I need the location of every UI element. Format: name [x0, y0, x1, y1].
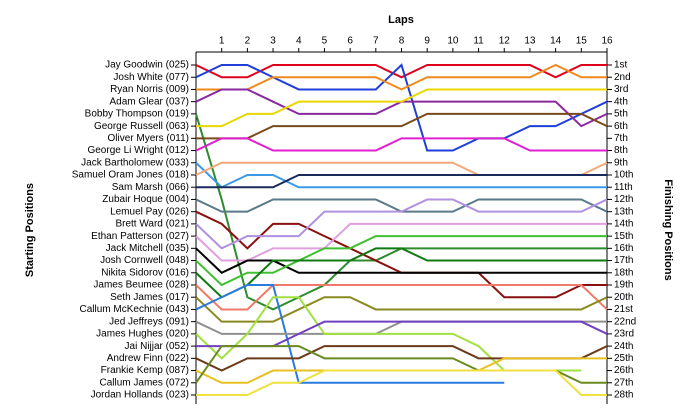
series-label: Adam Glear (037) [110, 96, 189, 107]
series-label: James Hughes (020) [96, 329, 189, 340]
x-tick-label: 10 [447, 36, 459, 47]
driver-line [195, 222, 607, 262]
driver-line [195, 320, 607, 335]
y2-tick-label: 7th [614, 133, 628, 144]
x-tick-label: 16 [601, 36, 613, 47]
y2-tick-label: 10th [614, 170, 633, 181]
driver-line [195, 198, 608, 213]
driver-line [195, 284, 505, 384]
x-tick-label: 1 [219, 36, 225, 47]
x-tick-label: 12 [499, 36, 511, 47]
x-tick-label: 14 [550, 36, 562, 47]
driver-line [196, 88, 607, 128]
y2-tick-label: 18th [614, 267, 633, 278]
series-label: Oliver Myers (011) [108, 133, 190, 144]
driver-line [195, 137, 607, 152]
y2-tick-label: 24th [614, 341, 633, 352]
series-label: James Beumee (028) [93, 280, 189, 291]
driver-line [196, 63, 607, 91]
driver-line [195, 162, 607, 189]
driver-line [196, 369, 607, 396]
y2-tick-label: 15th [614, 231, 633, 242]
y2-tick-label: 27th [614, 377, 633, 388]
y2-tick-label: 6th [614, 121, 628, 132]
y2-tick-label: 19th [614, 280, 633, 291]
series-label: Zubair Hoque (004) [102, 194, 189, 205]
x-tick-label: 3 [270, 36, 276, 47]
series-label: Seth James (017) [110, 292, 189, 303]
y2-tick-label: 11th [614, 182, 633, 193]
y2-tick-label: 5th [614, 109, 628, 120]
x-tick-label: 6 [347, 36, 353, 47]
series-label: Jai Nijjar (052) [125, 341, 189, 352]
y2-tick-label: 4th [614, 96, 628, 107]
series-label: Lemuel Pay (026) [110, 206, 189, 217]
driver-line [195, 247, 607, 299]
series-label: Andrew Finn (022) [107, 353, 189, 364]
driver-line [195, 88, 608, 128]
series-label: Jay Goodwin (025) [105, 60, 189, 71]
x-tick-label: 2 [245, 36, 251, 47]
x-tick-label: 13 [524, 36, 536, 47]
series-label: Samuel Oram Jones (018) [72, 170, 189, 181]
series-label: Callum McKechnie (043) [80, 304, 190, 315]
driver-line [195, 235, 607, 287]
y2-tick-label: 1st [614, 60, 628, 71]
y2-tick-label: 21st [614, 304, 633, 315]
series-label: George Russell (063) [94, 121, 189, 132]
x-tick-label: 9 [424, 36, 430, 47]
y2-tick-label: 12th [614, 194, 633, 205]
y2-tick-label: 14th [614, 219, 633, 230]
series-label: Bobby Thompson (019) [85, 109, 189, 120]
series-label: Jordan Hollands (023) [91, 390, 189, 401]
y2-tick-label: 20th [614, 292, 633, 303]
driver-line [195, 284, 608, 311]
driver-line [196, 112, 608, 140]
series-label: Jack Mitchell (035) [106, 243, 189, 254]
driver-line [195, 63, 608, 152]
driver-line [195, 64, 607, 79]
series-label: Josh Cornwell (048) [100, 255, 189, 266]
series-label: Ethan Patterson (027) [91, 231, 189, 242]
series-label: Sam Marsh (066) [112, 182, 189, 193]
x-tick-label: 11 [473, 36, 484, 47]
series-label: Ryan Norris (009) [110, 84, 189, 95]
y-axis-title: Starting Positions [24, 183, 36, 277]
x-tick-label: 15 [576, 36, 588, 47]
y2-tick-label: 16th [614, 243, 633, 254]
series-label: Frankie Kemp (087) [101, 365, 189, 376]
y2-tick-label: 8th [614, 145, 628, 156]
x-tick-label: 5 [322, 36, 328, 47]
series-label: Josh White (077) [113, 72, 189, 83]
y2-tick-label: 17th [614, 255, 633, 266]
y2-tick-label: 26th [614, 365, 633, 376]
y2-tick-label: 25th [614, 353, 633, 364]
x-tick-label: 4 [296, 36, 302, 47]
driver-line [195, 247, 607, 274]
driver-line [195, 296, 608, 323]
series-label: George Li Wright (012) [87, 145, 189, 156]
driver-line [195, 198, 608, 250]
series-label: Jed Jeffreys (091) [109, 316, 189, 327]
y2-axis-title: Finishing Positions [662, 179, 674, 280]
y2-tick-label: 28th [614, 390, 633, 401]
y2-tick-label: 23rd [614, 329, 634, 340]
driver-line [195, 161, 608, 176]
x-tick-label: 8 [399, 36, 405, 47]
y2-tick-label: 3rd [614, 84, 628, 95]
y2-tick-label: 2nd [614, 72, 631, 83]
x-tick-label: 7 [373, 36, 379, 47]
y2-tick-label: 13th [614, 206, 633, 217]
series-label: Jack Bartholomew (033) [81, 157, 189, 168]
y2-tick-label: 22nd [614, 316, 636, 327]
y2-tick-label: 9th [614, 157, 628, 168]
series-label: Nikita Sidorov (016) [101, 267, 189, 278]
series-label: Brett Ward (021) [115, 219, 189, 230]
series-label: Callum James (072) [100, 377, 189, 388]
x-axis-title: Laps [388, 14, 414, 26]
driver-line [196, 174, 607, 189]
